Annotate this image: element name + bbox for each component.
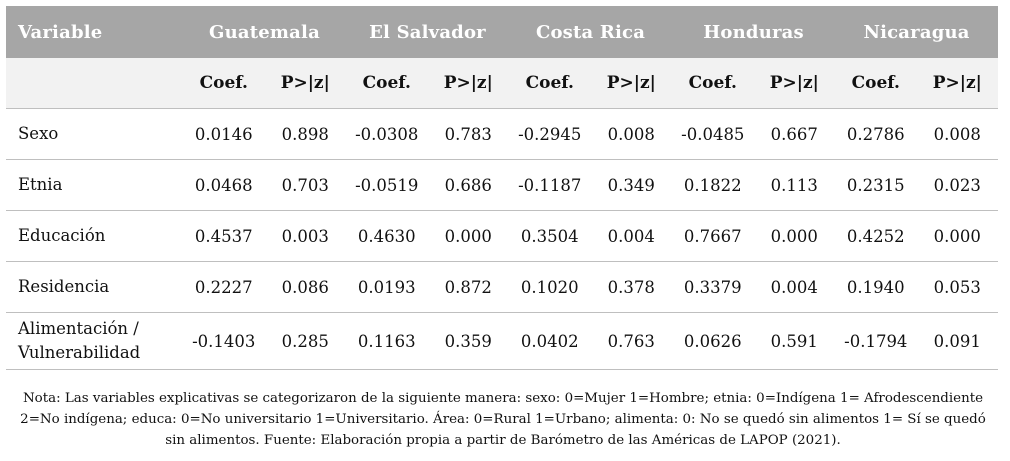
table-cell: 0.000	[427, 210, 510, 262]
table-cell: 0.783	[427, 108, 510, 160]
regression-table: Variable Guatemala El Salvador Costa Ric…	[6, 6, 999, 370]
table-row-educacion: Educación 0.4537 0.003 0.4630 0.000 0.35…	[6, 210, 999, 262]
row-label-line-1: Alimentación /	[18, 319, 139, 338]
country-header-nicaragua: Nicaragua	[835, 6, 999, 58]
table-cell: -0.2945	[509, 108, 591, 160]
table-cell: 0.1020	[509, 261, 591, 313]
table-cell: -0.1187	[509, 159, 591, 211]
stat-header-empty	[6, 58, 183, 109]
row-label: Educación	[6, 210, 183, 262]
table-cell: 0.2227	[183, 261, 265, 313]
table-cell: 0.4630	[346, 210, 428, 262]
table-cell: 0.2786	[835, 108, 917, 160]
table-row-sexo: Sexo 0.0146 0.898 -0.0308 0.783 -0.2945 …	[6, 108, 999, 160]
table-footnote: Nota: Las variables explicativas se cate…	[20, 391, 986, 448]
table-row-alimentacion: Alimentación / Vulnerabilidad -0.1403 0.2…	[6, 312, 999, 370]
table-cell: 0.000	[753, 210, 836, 262]
row-label: Etnia	[6, 159, 183, 211]
table-cell: 0.0626	[672, 312, 754, 370]
pvalue-header: P>|z|	[427, 58, 510, 109]
table-row-etnia: Etnia 0.0468 0.703 -0.0519 0.686 -0.1187…	[6, 159, 999, 211]
table-cell: 0.008	[590, 108, 673, 160]
table-cell: -0.1794	[835, 312, 917, 370]
pvalue-header: P>|z|	[264, 58, 346, 109]
table-cell: 0.4252	[835, 210, 917, 262]
table-cell: 0.3379	[672, 261, 754, 313]
coef-header: Coef.	[835, 58, 917, 109]
country-header-honduras: Honduras	[672, 6, 836, 58]
table-cell: 0.004	[590, 210, 673, 262]
table-cell: 0.2315	[835, 159, 917, 211]
table-cell: -0.1403	[183, 312, 265, 370]
row-label-line-2: Vulnerabilidad	[18, 343, 141, 362]
table-cell: 0.285	[264, 312, 346, 370]
table-cell: 0.0146	[183, 108, 265, 160]
country-header-guatemala: Guatemala	[183, 6, 346, 58]
table-cell: 0.000	[916, 210, 999, 262]
country-header-el-salvador: El Salvador	[346, 6, 510, 58]
table-cell: 0.763	[590, 312, 673, 370]
table-cell: 0.3504	[509, 210, 591, 262]
table-cell: 0.591	[753, 312, 836, 370]
table-cell: 0.003	[264, 210, 346, 262]
table-cell: 0.378	[590, 261, 673, 313]
table-cell: 0.349	[590, 159, 673, 211]
coef-header: Coef.	[183, 58, 265, 109]
stat-header-row: Coef. P>|z| Coef. P>|z| Coef. P>|z| Coef…	[6, 58, 999, 109]
table-cell: 0.359	[427, 312, 510, 370]
country-header-row: Variable Guatemala El Salvador Costa Ric…	[6, 6, 999, 58]
table-cell: -0.0485	[672, 108, 754, 160]
pvalue-header: P>|z|	[916, 58, 999, 109]
table-cell: 0.008	[916, 108, 999, 160]
table-cell: 0.703	[264, 159, 346, 211]
row-label: Residencia	[6, 261, 183, 313]
table-cell: -0.0308	[346, 108, 428, 160]
country-header-costa-rica: Costa Rica	[509, 6, 673, 58]
table-cell: 0.872	[427, 261, 510, 313]
table-cell: -0.0519	[346, 159, 428, 211]
table-cell: 0.113	[753, 159, 836, 211]
variable-header: Variable	[6, 6, 183, 58]
results-table-container: Variable Guatemala El Salvador Costa Ric…	[6, 6, 999, 370]
table-cell: 0.0193	[346, 261, 428, 313]
table-cell: 0.7667	[672, 210, 754, 262]
row-label: Alimentación / Vulnerabilidad	[6, 312, 183, 370]
table-cell: 0.898	[264, 108, 346, 160]
table-cell: 0.053	[916, 261, 999, 313]
table-cell: 0.1822	[672, 159, 754, 211]
table-cell: 0.023	[916, 159, 999, 211]
table-cell: 0.667	[753, 108, 836, 160]
coef-header: Coef.	[346, 58, 428, 109]
coef-header: Coef.	[672, 58, 754, 109]
table-cell: 0.1163	[346, 312, 428, 370]
table-cell: 0.086	[264, 261, 346, 313]
table-cell: 0.0468	[183, 159, 265, 211]
table-cell: 0.686	[427, 159, 510, 211]
table-cell: 0.4537	[183, 210, 265, 262]
table-cell: 0.004	[753, 261, 836, 313]
pvalue-header: P>|z|	[590, 58, 673, 109]
table-row-residencia: Residencia 0.2227 0.086 0.0193 0.872 0.1…	[6, 261, 999, 313]
pvalue-header: P>|z|	[753, 58, 836, 109]
table-cell: 0.0402	[509, 312, 591, 370]
row-label: Sexo	[6, 108, 183, 160]
coef-header: Coef.	[509, 58, 591, 109]
table-cell: 0.1940	[835, 261, 917, 313]
table-cell: 0.091	[916, 312, 999, 370]
